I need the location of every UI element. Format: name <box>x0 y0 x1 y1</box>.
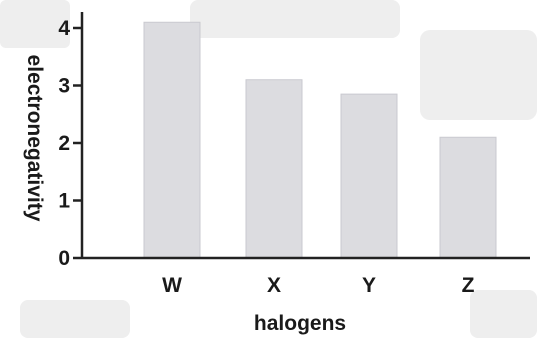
x-tick-labels-group: W X Y Z <box>162 274 475 297</box>
x-tick-label-y: Y <box>362 274 376 297</box>
x-tick-label-w: W <box>162 274 182 297</box>
bar-w <box>143 21 201 259</box>
x-tick-label-x: X <box>267 274 281 297</box>
y-tick-label: 0 <box>58 247 70 270</box>
bar-z <box>439 136 497 259</box>
bar-x <box>245 79 303 259</box>
bar-y <box>340 93 398 259</box>
y-tick-label: 4 <box>58 17 70 40</box>
y-tick-label: 1 <box>58 190 70 213</box>
y-tick-label: 2 <box>58 132 70 155</box>
x-axis-title: halogens <box>254 312 346 335</box>
y-ticks-group: 0 1 2 3 4 <box>58 17 82 270</box>
y-axis-title: electronegativity <box>23 55 46 222</box>
axes-group <box>80 12 530 260</box>
y-tick-label: 3 <box>58 75 70 98</box>
x-tick-label-z: Z <box>462 274 475 297</box>
